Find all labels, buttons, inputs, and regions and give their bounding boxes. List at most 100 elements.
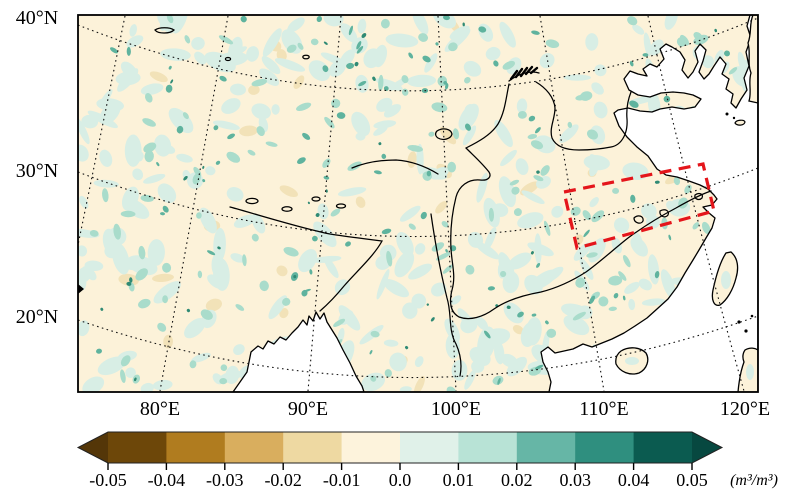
field-blob: [259, 280, 269, 292]
colorbar-segment: [108, 432, 167, 463]
field-blob: [492, 375, 504, 385]
field-blob: [430, 317, 435, 322]
field-blob: [401, 75, 409, 84]
field-blob: [152, 379, 173, 391]
island-luzon-tint: [746, 364, 754, 380]
field-blob: [444, 83, 449, 90]
field-blob: [336, 112, 346, 119]
field-blob: [242, 254, 247, 267]
field-blob: [613, 217, 630, 234]
field-blob: [424, 53, 438, 73]
lake-tibet: [245, 197, 259, 205]
field-blob: [428, 131, 435, 137]
field-blob: [517, 212, 544, 229]
river-mekong: [430, 213, 462, 377]
field-blob: [279, 308, 289, 319]
colorbar-ticks: [107, 463, 693, 470]
field-blob: [225, 365, 240, 385]
field-blob: [521, 190, 545, 205]
colorbar-tick-label: -0.02: [264, 470, 302, 490]
field-blob: [517, 311, 524, 318]
field-blob: [303, 288, 311, 292]
field-blob: [492, 203, 509, 217]
field-blob: [370, 330, 380, 338]
lake-tibet: [335, 203, 347, 209]
field-blob: [213, 125, 219, 131]
field-blob: [355, 196, 366, 208]
field-blob: [207, 250, 216, 256]
field-blob: [96, 348, 102, 354]
field-blob: [381, 153, 387, 159]
field-blob: [357, 18, 367, 34]
field-blob: [593, 101, 608, 119]
field-blob: [414, 356, 424, 368]
field-blob: [509, 179, 520, 186]
field-blob: [563, 315, 590, 336]
field-blob: [493, 60, 499, 67]
field-blob: [202, 165, 205, 169]
colorbar-tick-label: 0.0: [389, 470, 412, 490]
field-blob: [337, 187, 367, 197]
field-blob: [78, 118, 90, 145]
field-blob: [78, 267, 90, 282]
field-blob: [302, 132, 311, 140]
small-island: [725, 112, 729, 116]
field-blob: [594, 64, 607, 77]
field-blob: [575, 277, 586, 288]
field-blob: [401, 88, 409, 96]
field-blob: [629, 61, 634, 67]
field-blob: [176, 153, 193, 163]
field-blob: [413, 376, 425, 392]
field-blob: [728, 67, 738, 75]
field-blob: [323, 15, 344, 27]
field-blob: [383, 339, 399, 347]
field-blob: [120, 369, 126, 384]
field-blob: [632, 232, 643, 251]
field-blob: [361, 32, 367, 39]
field-blob: [692, 222, 700, 230]
colorbar-segment: [400, 432, 459, 463]
edge-lake-mark: [78, 284, 84, 294]
field-blob: [383, 86, 389, 91]
lake-dongting: [659, 209, 670, 218]
field-blob: [534, 364, 544, 370]
field-blob: [487, 286, 495, 291]
field-blob: [714, 28, 718, 33]
island-hainan-tint: [625, 357, 639, 365]
field-blob: [279, 185, 298, 197]
field-blob: [265, 141, 278, 147]
field-blob: [320, 52, 347, 66]
field-blob: [447, 161, 457, 173]
field-blob: [219, 377, 228, 385]
field-blob: [485, 46, 501, 61]
field-blob: [585, 33, 599, 51]
field-blob: [215, 160, 221, 165]
field-blob: [673, 176, 681, 186]
field-blob: [182, 112, 189, 120]
field-blob: [168, 107, 194, 134]
small-island: [737, 320, 741, 324]
field-blob: [497, 377, 501, 385]
field-blob: [124, 199, 150, 219]
field-blob: [545, 39, 560, 48]
field-blob: [184, 317, 206, 339]
field-blob: [405, 345, 409, 350]
field-blob: [535, 127, 541, 134]
colorbar-tick-label: 0.01: [443, 470, 475, 490]
field-blob: [347, 161, 362, 171]
colorbar-tick-label: 0.03: [559, 470, 591, 490]
small-island: [732, 116, 736, 120]
field-blob: [693, 32, 703, 41]
field-blob: [132, 168, 144, 181]
lake-tibet: [311, 196, 321, 202]
field-blob: [276, 265, 288, 277]
field-blob: [408, 223, 416, 230]
field-blob: [126, 46, 131, 56]
field-blob: [500, 270, 507, 278]
field-blob: [129, 277, 133, 283]
lake-qinghai: [435, 128, 453, 140]
field-blob: [380, 18, 390, 29]
meridian-120e: [647, 15, 745, 392]
field-blob: [337, 327, 345, 344]
